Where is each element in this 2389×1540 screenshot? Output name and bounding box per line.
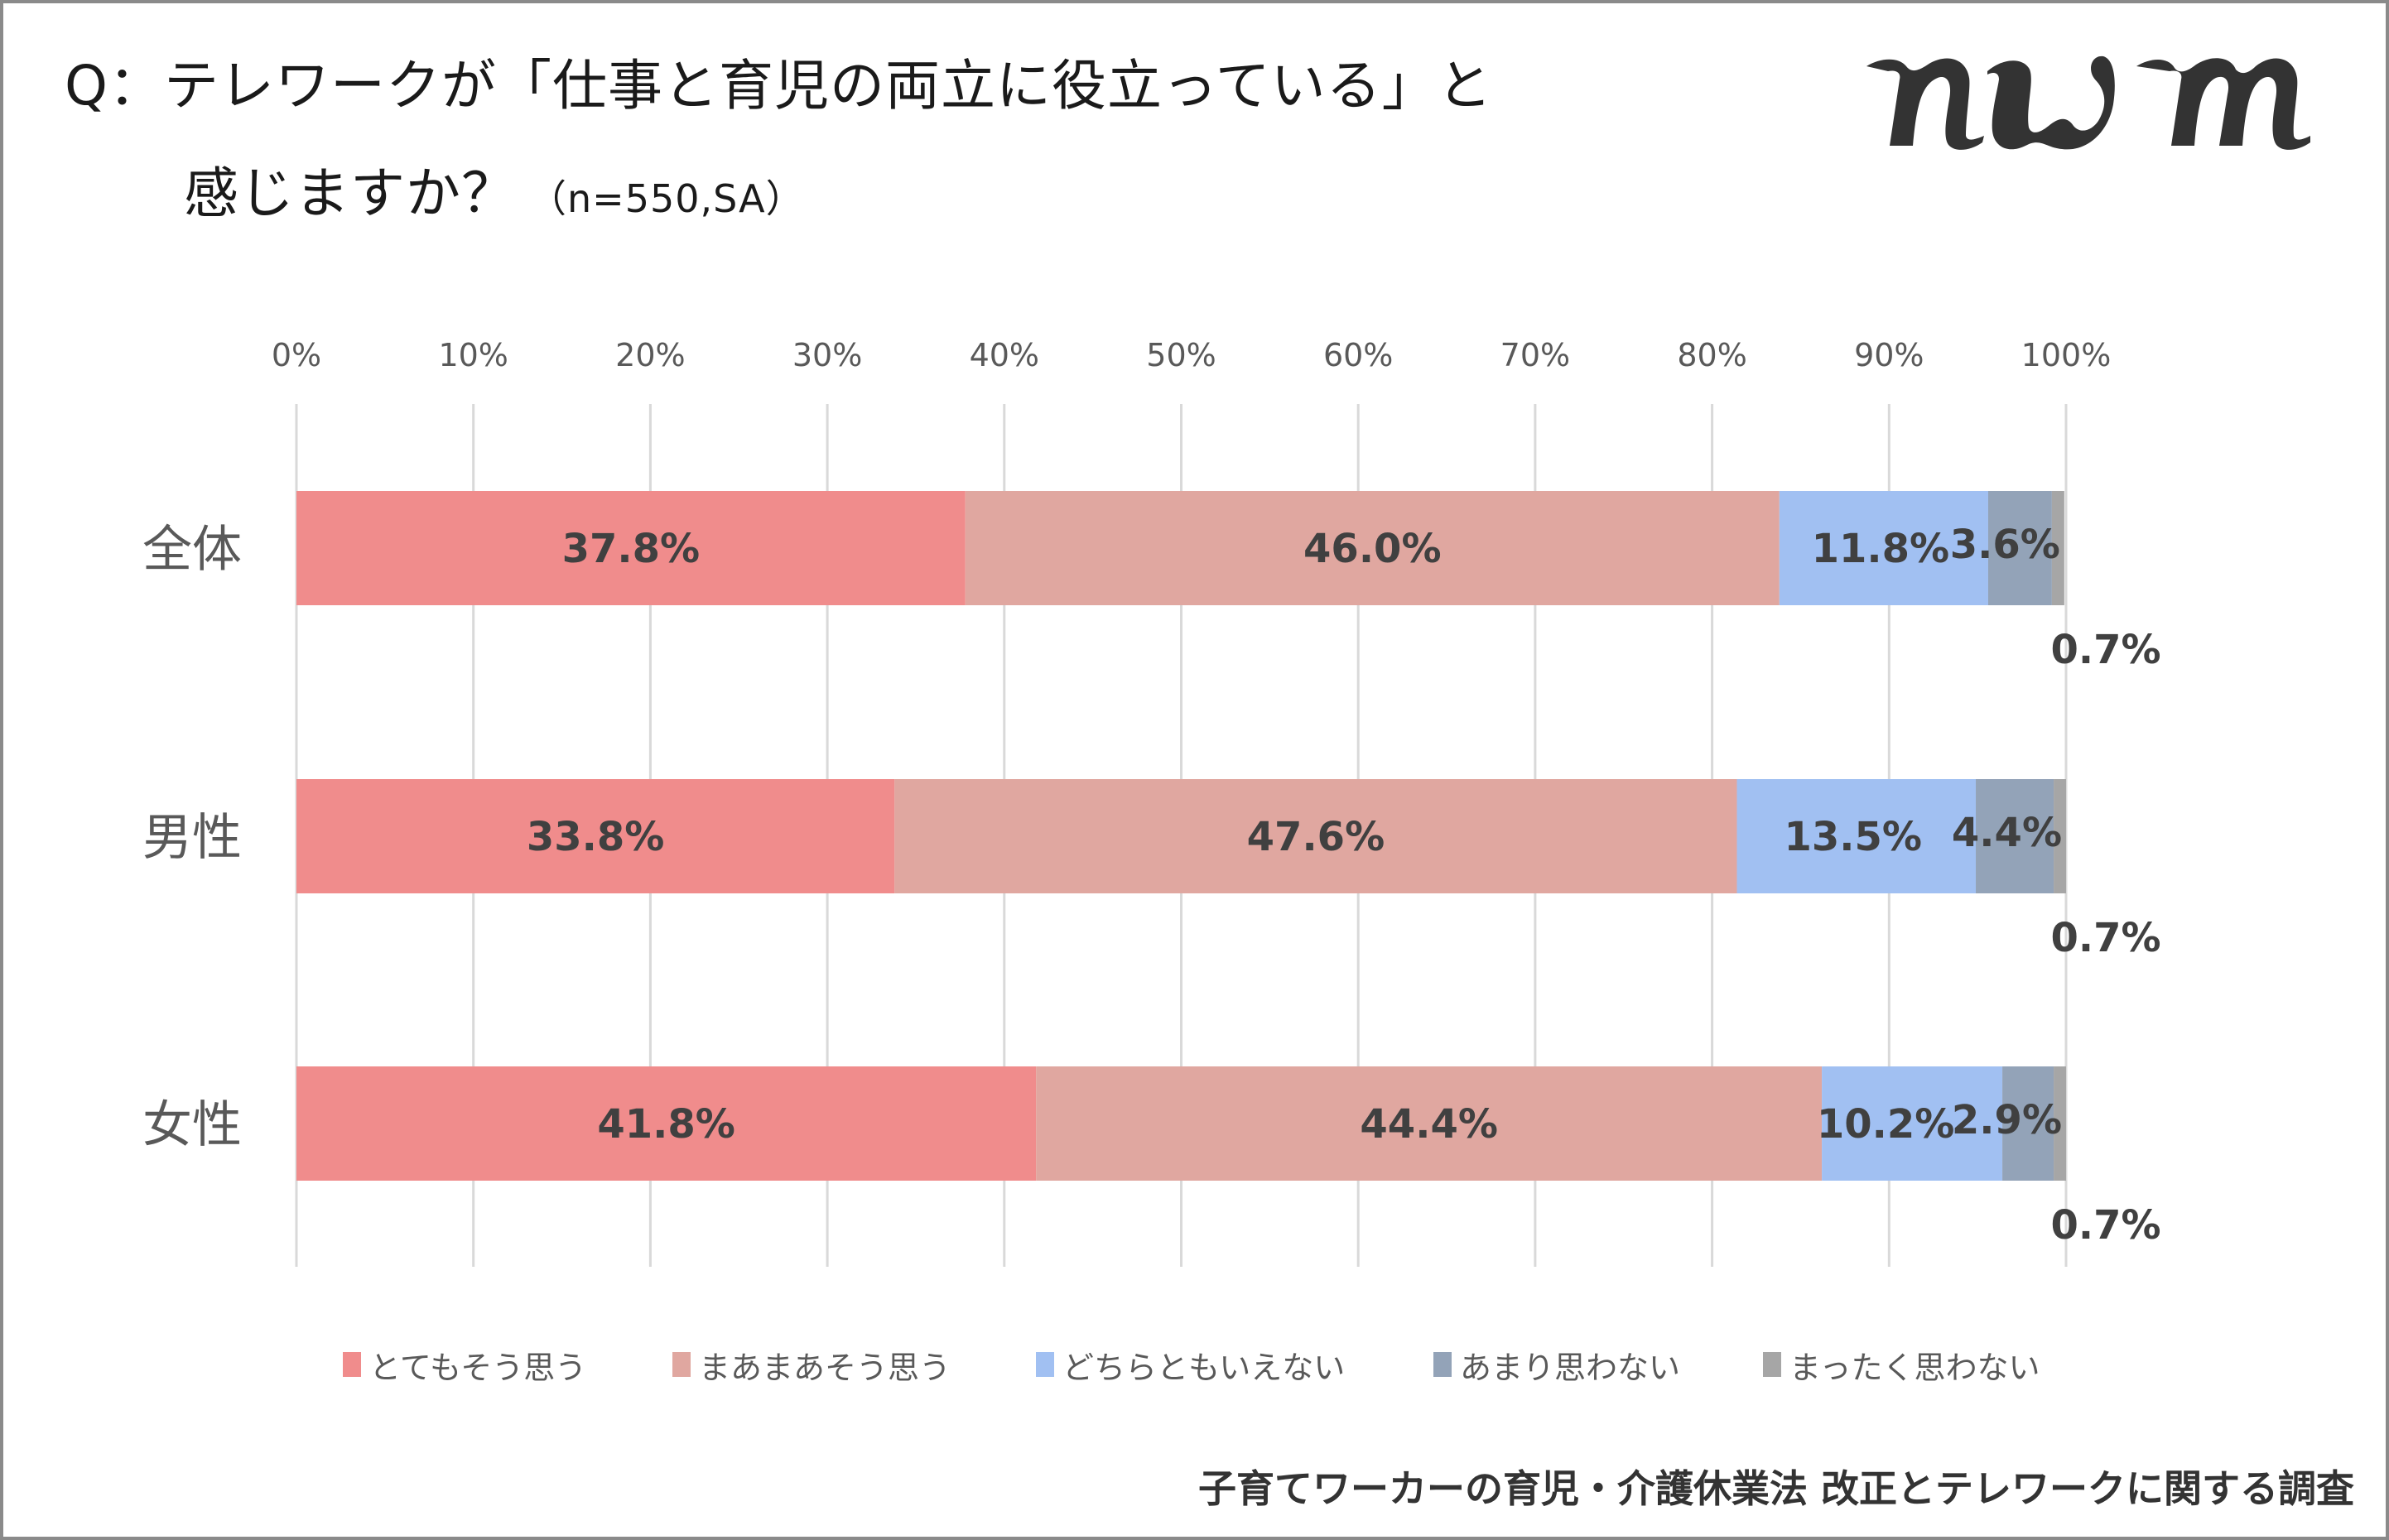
category-label: 女性	[142, 1096, 242, 1154]
data-label: 37.8%	[562, 526, 701, 572]
bar-segment	[894, 779, 1737, 893]
data-label: 3.6%	[1950, 522, 2060, 568]
bar-segment	[296, 779, 895, 893]
chart-title-line1: Q：テレワークが「仕事と育児の両立に役立っている」と	[65, 54, 1493, 118]
x-tick-label: 40%	[970, 337, 1039, 373]
legend-item: まったく思わない	[1763, 1340, 2040, 1389]
data-label: 0.7%	[2050, 915, 2160, 961]
bar-segment	[2002, 1066, 2054, 1181]
legend-swatch	[672, 1352, 691, 1377]
x-tick-label: 20%	[615, 337, 685, 373]
data-label: 13.5%	[1784, 814, 1922, 860]
bar-segment	[1736, 779, 1977, 893]
x-tick-label: 90%	[1854, 337, 1924, 373]
x-tick-label: 80%	[1677, 337, 1746, 373]
legend-label: まあまあそう思う	[699, 1349, 951, 1386]
x-tick-label: 60%	[1323, 337, 1393, 373]
bar-segment	[2054, 779, 2066, 893]
data-label: 0.7%	[2050, 1202, 2160, 1249]
data-label: 47.6%	[1247, 814, 1385, 860]
bar-segment	[1987, 491, 2052, 605]
legend-label: とてもそう思う	[369, 1349, 587, 1386]
data-label: 44.4%	[1360, 1101, 1498, 1148]
data-label: 33.8%	[527, 814, 665, 860]
chart-legend: とてもそう思う まあまあそう思う どちらともいえない あまり思わない まったく思わない	[0, 1340, 2389, 1389]
data-labels: 37.8% 46.0% 11.8% 3.6% 0.7% 33.8% 47.6% 13.5% 4.…	[527, 522, 2161, 1249]
legend-item: とてもそう思う	[343, 1340, 586, 1389]
chart-title-line2: 感じますか？ （n=550,SA）	[184, 149, 805, 229]
bar-segments	[296, 491, 2066, 1181]
data-label: 10.2%	[1817, 1101, 1955, 1148]
logo-letter-w	[1987, 55, 2115, 150]
bar-segment	[965, 491, 1780, 605]
category-label: 男性	[142, 809, 242, 867]
data-label: 11.8%	[1812, 526, 1950, 572]
x-tick-label: 100%	[2021, 337, 2112, 373]
bar-segment	[1036, 1066, 1823, 1181]
x-tick-label: 30%	[792, 337, 862, 373]
data-label: 2.9%	[1952, 1097, 2062, 1143]
x-tick-label: 10%	[438, 337, 508, 373]
data-label: 4.4%	[1952, 810, 2062, 856]
legend-label: どちらともいえない	[1062, 1349, 1346, 1386]
x-tick-label: 50%	[1146, 337, 1216, 373]
x-tick-label: 0%	[272, 337, 321, 373]
bar-segment	[1976, 779, 2054, 893]
nwm-logo	[1866, 55, 2310, 150]
bar-segment	[296, 491, 966, 605]
bar-segment	[2051, 491, 2064, 605]
legend-swatch	[1763, 1352, 1781, 1377]
sample-size-note: （n=550,SA）	[528, 176, 805, 221]
chart-title-question: 感じますか？	[184, 161, 517, 225]
legend-item: あまり思わない	[1433, 1340, 1680, 1389]
logo-letter-n	[1866, 58, 1984, 150]
logo-letter-m	[2136, 58, 2310, 150]
legend-label: あまり思わない	[1460, 1349, 1681, 1386]
legend-item: どちらともいえない	[1036, 1340, 1345, 1389]
data-label: 41.8%	[597, 1101, 735, 1148]
legend-swatch	[343, 1352, 361, 1377]
category-label: 全体	[142, 521, 242, 579]
x-tick-label: 70%	[1500, 337, 1570, 373]
bar-segment	[2054, 1066, 2066, 1181]
legend-item: まあまあそう思う	[672, 1340, 951, 1389]
bar-segment	[1779, 491, 1988, 605]
legend-swatch	[1433, 1352, 1452, 1377]
legend-swatch	[1036, 1352, 1054, 1377]
legend-label: まったく思わない	[1789, 1349, 2040, 1386]
data-label: 46.0%	[1303, 526, 1442, 572]
source-caption: 子育てワーカーの育児・介護休業法 改正とテレワークに関する調査	[1197, 1466, 2354, 1511]
data-label: 0.7%	[2050, 627, 2160, 673]
x-axis-ticks: 0% 10% 20% 30% 40% 50% 60% 70% 80% 90% 100%	[272, 337, 2111, 373]
bar-segment	[296, 1066, 1037, 1181]
bar-segment	[1822, 1066, 2003, 1181]
